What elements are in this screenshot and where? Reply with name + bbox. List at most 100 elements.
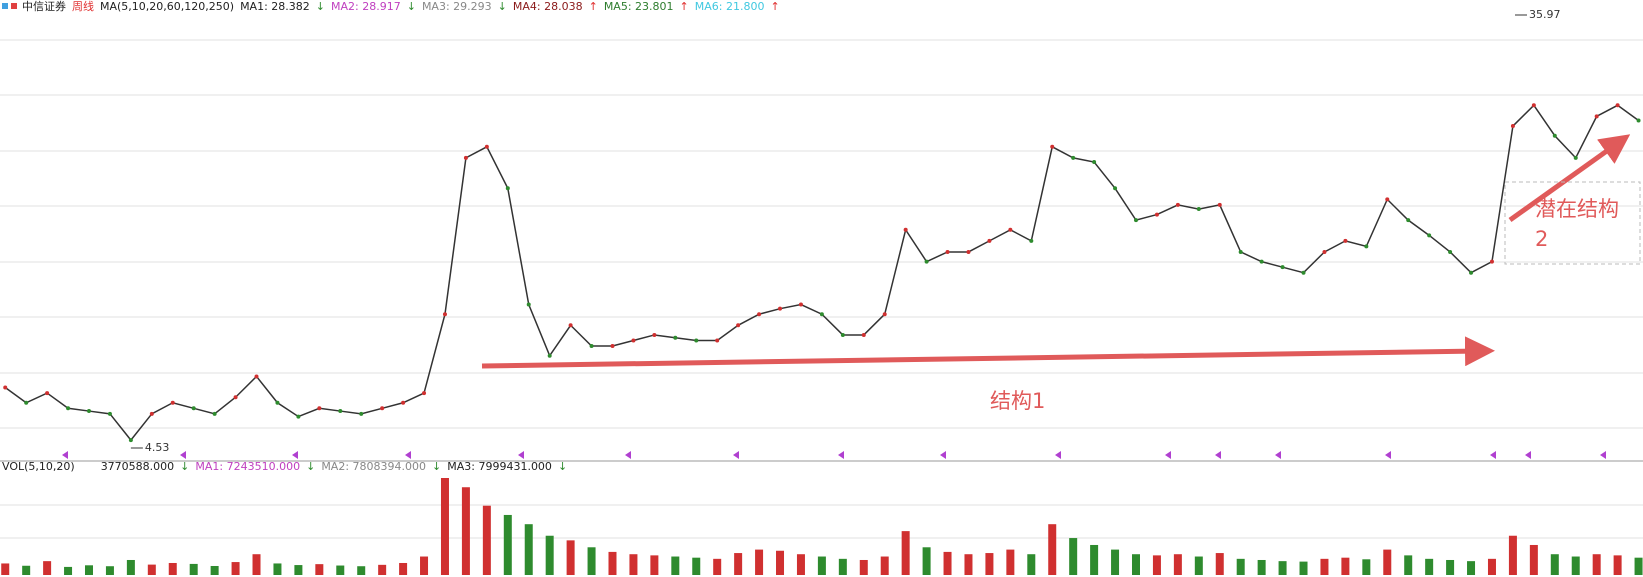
selection-box	[1504, 181, 1641, 265]
icon	[11, 3, 17, 9]
volume-bar	[1006, 549, 1015, 575]
volume-header: VOL(5,10,20) 3770588.000 ↓ MA1: 7243510.000…	[2, 460, 567, 473]
price-point	[1196, 207, 1201, 212]
volume-bar	[105, 566, 114, 575]
header-text: MA3: 7999431.000	[447, 460, 552, 473]
volume-bar	[985, 553, 994, 575]
volume-bar	[1215, 553, 1224, 575]
marker	[1525, 451, 1531, 459]
volume-bar	[1111, 549, 1120, 575]
volume-bar	[1592, 554, 1601, 575]
price-point	[1238, 249, 1243, 254]
price-point	[861, 332, 866, 337]
volume-bar	[901, 531, 910, 575]
volume-bar	[357, 566, 366, 575]
price-point	[778, 306, 783, 311]
price-point	[589, 344, 594, 349]
header-text: MA4: 28.038	[513, 0, 583, 13]
marker	[1215, 451, 1221, 459]
price-point	[128, 438, 133, 443]
volume-bar	[1090, 544, 1099, 575]
price-point	[1489, 259, 1494, 264]
volume-bar	[22, 565, 31, 575]
price-point	[317, 406, 322, 411]
volume-bar	[503, 514, 512, 575]
price-point	[840, 332, 845, 337]
header-text: ↓	[407, 0, 416, 13]
marker	[405, 451, 411, 459]
price-point	[149, 411, 154, 416]
header-text: ↓	[306, 460, 315, 473]
volume-bar	[1487, 558, 1496, 575]
volume-bar	[817, 556, 826, 575]
marker	[1385, 451, 1391, 459]
volume-bar	[461, 487, 470, 575]
volume-bar	[1341, 557, 1350, 575]
header-text: 周线	[72, 0, 94, 13]
volume-bar	[210, 565, 219, 575]
price-point	[1092, 160, 1097, 165]
volume-bar	[796, 554, 805, 575]
annotation: 结构1	[990, 389, 1045, 413]
price-point	[987, 238, 992, 243]
high-label: 35.97	[1529, 8, 1561, 21]
price-point	[1510, 124, 1515, 129]
volume-bar	[1613, 555, 1622, 575]
volume-bar	[1508, 535, 1517, 575]
volume-bar	[440, 478, 449, 575]
price-point	[86, 409, 91, 414]
volume-bar	[1278, 561, 1287, 575]
header-text: MA1: 7243510.000	[195, 460, 300, 473]
volume-bar	[776, 550, 785, 575]
price-point	[1133, 218, 1138, 223]
volume-bar	[399, 562, 408, 575]
header-text: MA3: 29.293	[422, 0, 492, 13]
price-point	[1029, 238, 1034, 243]
price-point	[903, 227, 908, 232]
volume-bar	[1173, 554, 1182, 575]
header-text: ↓	[432, 460, 441, 473]
price-point	[422, 391, 427, 396]
header-text: 中信证券	[22, 0, 66, 13]
price-point	[212, 411, 217, 416]
volume-bar	[1257, 559, 1266, 575]
volume-bar	[1027, 554, 1036, 575]
volume-bar	[84, 565, 93, 575]
marker	[62, 451, 68, 459]
price-point	[296, 414, 301, 419]
volume-bar	[1425, 558, 1434, 575]
volume-bar	[189, 563, 198, 575]
volume-bar	[838, 558, 847, 575]
volume-bar	[671, 556, 680, 575]
price-point	[673, 335, 678, 340]
volume-bar	[524, 524, 533, 575]
header-text: MA6: 21.800	[695, 0, 765, 13]
header-text: MA2: 7808394.000	[321, 460, 426, 473]
marker	[518, 451, 524, 459]
header-text: MA(5,10,20,60,120,250)	[100, 0, 234, 13]
header-text: MA1: 28.382	[240, 0, 310, 13]
volume-bar	[420, 556, 429, 575]
price-point	[715, 338, 720, 343]
volume-bar	[859, 559, 868, 575]
price-point	[1594, 114, 1599, 119]
volume-bar	[147, 564, 156, 575]
price-point	[1406, 218, 1411, 223]
header-text: ↓	[316, 0, 325, 13]
price-point	[1385, 197, 1390, 202]
price-point	[401, 400, 406, 405]
volume-bar	[1550, 554, 1559, 575]
price-point	[505, 186, 510, 191]
volume-bar	[168, 562, 177, 575]
price-point	[798, 302, 803, 307]
volume-bar	[378, 564, 387, 575]
price-point	[610, 344, 615, 349]
price-point	[924, 259, 929, 264]
volume-bar	[566, 540, 575, 575]
price-point	[966, 249, 971, 254]
volume-bar	[252, 554, 261, 575]
volume-bar	[126, 559, 135, 575]
marker	[1055, 451, 1061, 459]
price-point	[442, 312, 447, 317]
